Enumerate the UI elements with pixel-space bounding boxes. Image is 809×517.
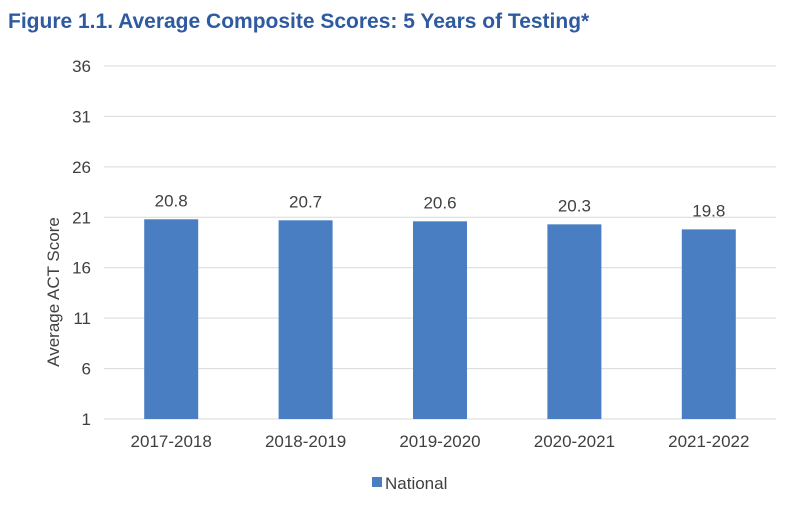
y-tick-label-11: 11 <box>73 309 91 328</box>
y-tick-label-36: 36 <box>72 57 91 76</box>
data-label-2019-2020: 20.6 <box>423 193 456 212</box>
legend-swatch-national <box>372 477 382 487</box>
bar-2017-2018 <box>144 219 199 419</box>
y-tick-label-1: 1 <box>82 410 91 429</box>
data-label-2018-2019: 20.7 <box>289 192 322 211</box>
data-label-2021-2022: 19.8 <box>692 201 725 220</box>
bar-2018-2019 <box>278 220 333 419</box>
y-tick-label-21: 21 <box>72 208 91 227</box>
legend-label-national: National <box>385 474 447 493</box>
x-tick-label-2019-2020: 2019-2020 <box>399 432 480 451</box>
legend: National <box>372 474 447 493</box>
bar-2020-2021 <box>547 224 602 419</box>
x-tick-label-2018-2019: 2018-2019 <box>265 432 346 451</box>
x-tick-label-2020-2021: 2020-2021 <box>534 432 615 451</box>
x-axis-ticks: 2017-2018 2018-2019 2019-2020 2020-2021 2021… <box>131 432 750 451</box>
x-tick-label-2017-2018: 2017-2018 <box>131 432 212 451</box>
bar-2021-2022 <box>681 229 736 419</box>
bar-2019-2020 <box>413 221 467 419</box>
y-axis-title: Average ACT Score <box>44 217 63 367</box>
data-label-2017-2018: 20.8 <box>155 191 188 210</box>
data-labels: 20.8 20.7 20.6 20.3 19.8 <box>155 191 726 220</box>
data-label-2020-2021: 20.3 <box>558 196 591 215</box>
bars <box>144 219 736 419</box>
x-tick-label-2021-2022: 2021-2022 <box>668 432 749 451</box>
y-tick-label-26: 26 <box>72 158 91 177</box>
y-tick-label-31: 31 <box>72 107 91 126</box>
figure-title: Figure 1.1. Average Composite Scores: 5 … <box>8 10 590 33</box>
y-tick-label-16: 16 <box>72 259 91 278</box>
y-tick-label-6: 6 <box>82 360 91 379</box>
